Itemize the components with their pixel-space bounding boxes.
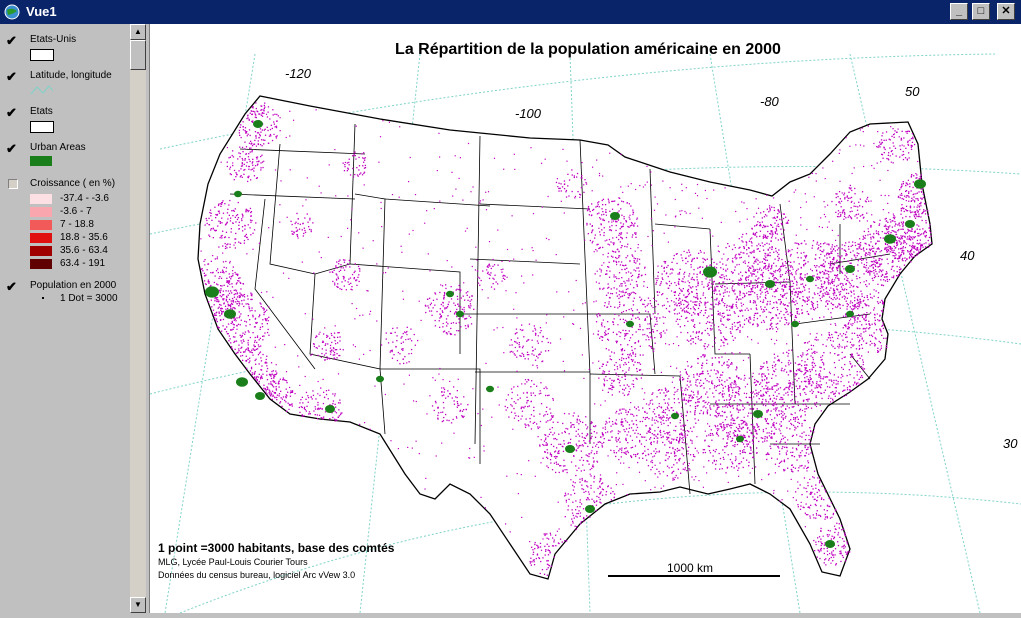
dot-symbol-icon (42, 297, 44, 299)
check-icon[interactable]: ✔ (6, 70, 17, 83)
graticule-label: -80 (760, 94, 780, 109)
scale-bar: 1000 km (608, 561, 780, 576)
line-symbol-icon (30, 84, 54, 96)
graticule-label: -100 (515, 106, 542, 121)
scroll-thumb[interactable] (130, 40, 146, 70)
usa-outline (198, 96, 932, 579)
scroll-up-icon[interactable]: ▲ (130, 24, 146, 40)
scale-label: 1000 km (667, 561, 713, 575)
layer-urban-areas[interactable]: ✔ Urban Areas (0, 142, 130, 172)
graticule-label: 50 (905, 84, 920, 99)
graticule-label: -120 (285, 66, 312, 81)
polygon-symbol-icon (30, 121, 54, 133)
note-bold: 1 point =3000 habitants, base des comtés (158, 541, 395, 555)
check-icon[interactable]: ✔ (6, 106, 17, 119)
polygon-symbol-icon (30, 156, 52, 166)
title-bar: Vue1 _ □ ✕ (0, 0, 1021, 24)
map-title: La Répartition de la population américai… (395, 41, 781, 58)
maximize-button[interactable]: □ (972, 3, 990, 20)
toc-scrollbar[interactable]: ▲ ▼ (130, 24, 146, 613)
layer-etats-unis[interactable]: ✔ Etats-Unis (0, 32, 130, 66)
layer-name: Croissance ( en %) (30, 178, 115, 189)
minimize-button[interactable]: _ (950, 3, 968, 20)
close-button[interactable]: ✕ (997, 3, 1015, 20)
note-line-1: MLG, Lycée Paul-Louis Courier Tours (158, 557, 308, 567)
layer-latitude-longitude[interactable]: ✔ Latitude, longitude (0, 70, 130, 100)
graticule-label: 30 (1003, 436, 1018, 451)
scroll-down-icon[interactable]: ▼ (130, 597, 146, 613)
check-icon[interactable]: ✔ (6, 280, 17, 293)
layer-name: Population en 2000 (30, 280, 116, 291)
layer-population-2000[interactable]: ✔ Population en 2000 1 Dot = 3000 (0, 278, 130, 308)
layer-name: Etats (30, 106, 53, 117)
check-icon[interactable]: ✔ (6, 34, 17, 47)
globe-icon (3, 3, 21, 21)
graticule-label: 40 (960, 248, 975, 263)
layer-etats[interactable]: ✔ Etats (0, 106, 130, 136)
layer-croissance[interactable]: Croissance ( en %) -37.4 - -3.6 -3.6 - 7… (0, 176, 130, 276)
note-line-2: Données du census bureau, logiciel Arc v… (158, 570, 355, 580)
layer-name: Latitude, longitude (30, 70, 112, 81)
table-of-contents: ✔ Etats-Unis ✔ Latitude, longitude ✔ Eta… (0, 24, 130, 613)
map-view[interactable]: La Répartition de la population américai… (150, 24, 1021, 613)
check-icon[interactable]: ✔ (6, 142, 17, 155)
checkbox[interactable] (8, 179, 18, 189)
polygon-symbol-icon (30, 49, 54, 61)
window-title: Vue1 (26, 4, 57, 19)
layer-name: Urban Areas (30, 142, 86, 153)
dot-label: 1 Dot = 3000 (60, 293, 118, 304)
layer-name: Etats-Unis (30, 34, 76, 45)
